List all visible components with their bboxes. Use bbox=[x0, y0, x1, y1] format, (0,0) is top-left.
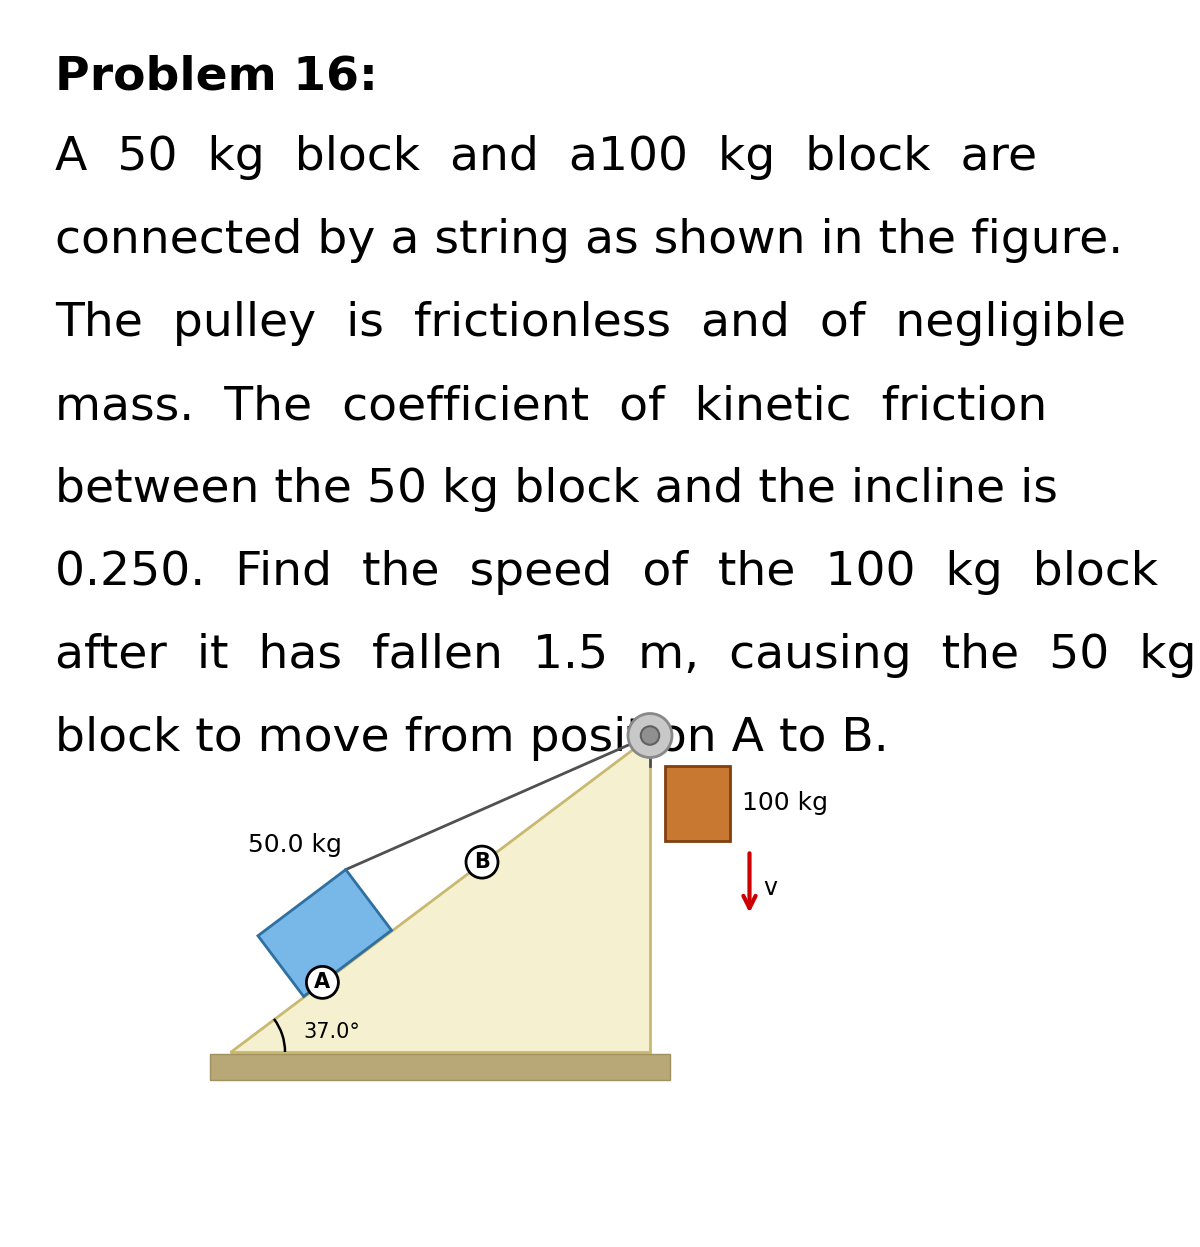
Text: mass.  The  coefficient  of  kinetic  friction: mass. The coefficient of kinetic frictio… bbox=[55, 384, 1048, 429]
Text: block to move from position A to B.: block to move from position A to B. bbox=[55, 716, 889, 761]
Text: 0.250.  Find  the  speed  of  the  100  kg  block: 0.250. Find the speed of the 100 kg bloc… bbox=[55, 550, 1158, 595]
Polygon shape bbox=[230, 736, 650, 1052]
Text: 50.0 kg: 50.0 kg bbox=[247, 833, 342, 857]
Bar bbox=[665, 766, 730, 840]
Text: Problem 16:: Problem 16: bbox=[55, 55, 378, 100]
Circle shape bbox=[306, 966, 338, 999]
Polygon shape bbox=[258, 869, 391, 996]
Bar bbox=[210, 1054, 670, 1080]
Circle shape bbox=[628, 713, 672, 757]
Text: v: v bbox=[763, 875, 778, 900]
Text: between the 50 kg block and the incline is: between the 50 kg block and the incline … bbox=[55, 466, 1058, 513]
Text: B: B bbox=[474, 852, 490, 872]
Text: connected by a string as shown in the figure.: connected by a string as shown in the fi… bbox=[55, 218, 1123, 263]
Text: A  50  kg  block  and  a100  kg  block  are: A 50 kg block and a100 kg block are bbox=[55, 135, 1037, 180]
Text: The  pulley  is  frictionless  and  of  negligible: The pulley is frictionless and of neglig… bbox=[55, 301, 1126, 345]
Text: 100 kg: 100 kg bbox=[742, 791, 828, 816]
Circle shape bbox=[466, 847, 498, 878]
Text: 37.0°: 37.0° bbox=[304, 1023, 360, 1042]
Circle shape bbox=[641, 726, 659, 744]
Text: A: A bbox=[314, 973, 330, 993]
Text: after  it  has  fallen  1.5  m,  causing  the  50  kg: after it has fallen 1.5 m, causing the 5… bbox=[55, 633, 1196, 678]
